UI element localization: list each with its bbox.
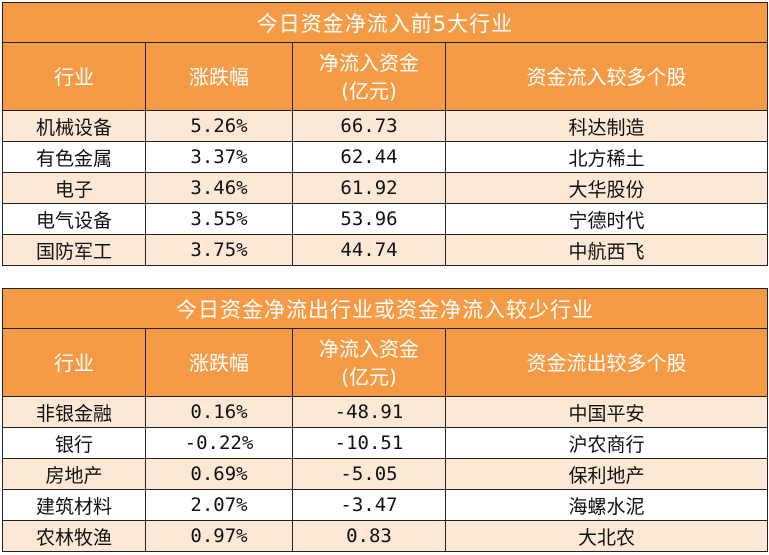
- table-row: 农林牧渔 0.97% 0.83 大北农: [2, 520, 768, 552]
- outflow-title-row: 今日资金净流出行业或资金净流入较少行业: [2, 288, 768, 329]
- industry-cell: 国防军工: [2, 234, 146, 266]
- table-row: 有色金属 3.37% 62.44 北方稀土: [2, 141, 768, 173]
- stock-cell: 保利地产: [445, 458, 768, 490]
- change-cell: 3.46%: [145, 172, 293, 204]
- stock-cell: 中国平安: [445, 396, 768, 428]
- change-cell: 0.69%: [145, 458, 293, 490]
- industry-cell: 房地产: [2, 458, 146, 490]
- net-inflow-cell: 62.44: [292, 141, 446, 173]
- change-cell: -0.22%: [145, 427, 293, 459]
- net-inflow-cell: -48.91: [292, 396, 446, 428]
- net-inflow-cell: 0.83: [292, 520, 446, 552]
- header-stock: 资金流出较多个股: [445, 328, 768, 397]
- outflow-table: 今日资金净流出行业或资金净流入较少行业 行业 涨跌幅 净流入资金 (亿元) 资金…: [2, 288, 768, 552]
- header-net-inflow-unit: (亿元): [341, 364, 397, 389]
- change-cell: 2.07%: [145, 489, 293, 521]
- net-inflow-cell: -5.05: [292, 458, 446, 490]
- industry-cell: 有色金属: [2, 141, 146, 173]
- outflow-header-row: 行业 涨跌幅 净流入资金 (亿元) 资金流出较多个股: [2, 328, 768, 397]
- change-cell: 3.55%: [145, 203, 293, 235]
- stock-cell: 科达制造: [445, 110, 768, 142]
- table-row: 电气设备 3.55% 53.96 宁德时代: [2, 203, 768, 235]
- change-cell: 0.97%: [145, 520, 293, 552]
- stock-cell: 北方稀土: [445, 141, 768, 173]
- header-change: 涨跌幅: [145, 42, 293, 111]
- inflow-title-row: 今日资金净流入前5大行业: [2, 2, 768, 43]
- inflow-header-row: 行业 涨跌幅 净流入资金 (亿元) 资金流入较多个股: [2, 42, 768, 111]
- header-net-inflow: 净流入资金 (亿元): [292, 42, 446, 111]
- header-industry: 行业: [2, 42, 146, 111]
- header-industry: 行业: [2, 328, 146, 397]
- table-row: 国防军工 3.75% 44.74 中航西飞: [2, 234, 768, 266]
- header-net-inflow-unit: (亿元): [341, 78, 397, 103]
- stock-cell: 沪农商行: [445, 427, 768, 459]
- industry-cell: 电气设备: [2, 203, 146, 235]
- header-net-inflow-label: 净流入资金: [319, 50, 419, 75]
- change-cell: 0.16%: [145, 396, 293, 428]
- stock-cell: 大北农: [445, 520, 768, 552]
- table-row: 电子 3.46% 61.92 大华股份: [2, 172, 768, 204]
- change-cell: 3.75%: [145, 234, 293, 266]
- industry-cell: 电子: [2, 172, 146, 204]
- industry-cell: 非银金融: [2, 396, 146, 428]
- net-inflow-cell: 44.74: [292, 234, 446, 266]
- table-row: 银行 -0.22% -10.51 沪农商行: [2, 427, 768, 459]
- stock-cell: 海螺水泥: [445, 489, 768, 521]
- table-row: 非银金融 0.16% -48.91 中国平安: [2, 396, 768, 428]
- net-inflow-cell: 61.92: [292, 172, 446, 204]
- header-stock: 资金流入较多个股: [445, 42, 768, 111]
- change-cell: 3.37%: [145, 141, 293, 173]
- industry-cell: 农林牧渔: [2, 520, 146, 552]
- stock-cell: 宁德时代: [445, 203, 768, 235]
- stock-cell: 大华股份: [445, 172, 768, 204]
- header-net-inflow-label: 净流入资金: [319, 336, 419, 361]
- stock-cell: 中航西飞: [445, 234, 768, 266]
- table-row: 建筑材料 2.07% -3.47 海螺水泥: [2, 489, 768, 521]
- inflow-table-title: 今日资金净流入前5大行业: [2, 2, 768, 43]
- outflow-table-title: 今日资金净流出行业或资金净流入较少行业: [2, 288, 768, 329]
- net-inflow-cell: -3.47: [292, 489, 446, 521]
- industry-cell: 机械设备: [2, 110, 146, 142]
- inflow-table: 今日资金净流入前5大行业 行业 涨跌幅 净流入资金 (亿元) 资金流入较多个股 …: [2, 2, 768, 266]
- net-inflow-cell: 66.73: [292, 110, 446, 142]
- header-net-inflow: 净流入资金 (亿元): [292, 328, 446, 397]
- net-inflow-cell: -10.51: [292, 427, 446, 459]
- net-inflow-cell: 53.96: [292, 203, 446, 235]
- change-cell: 5.26%: [145, 110, 293, 142]
- industry-cell: 银行: [2, 427, 146, 459]
- table-row: 机械设备 5.26% 66.73 科达制造: [2, 110, 768, 142]
- table-row: 房地产 0.69% -5.05 保利地产: [2, 458, 768, 490]
- header-change: 涨跌幅: [145, 328, 293, 397]
- industry-cell: 建筑材料: [2, 489, 146, 521]
